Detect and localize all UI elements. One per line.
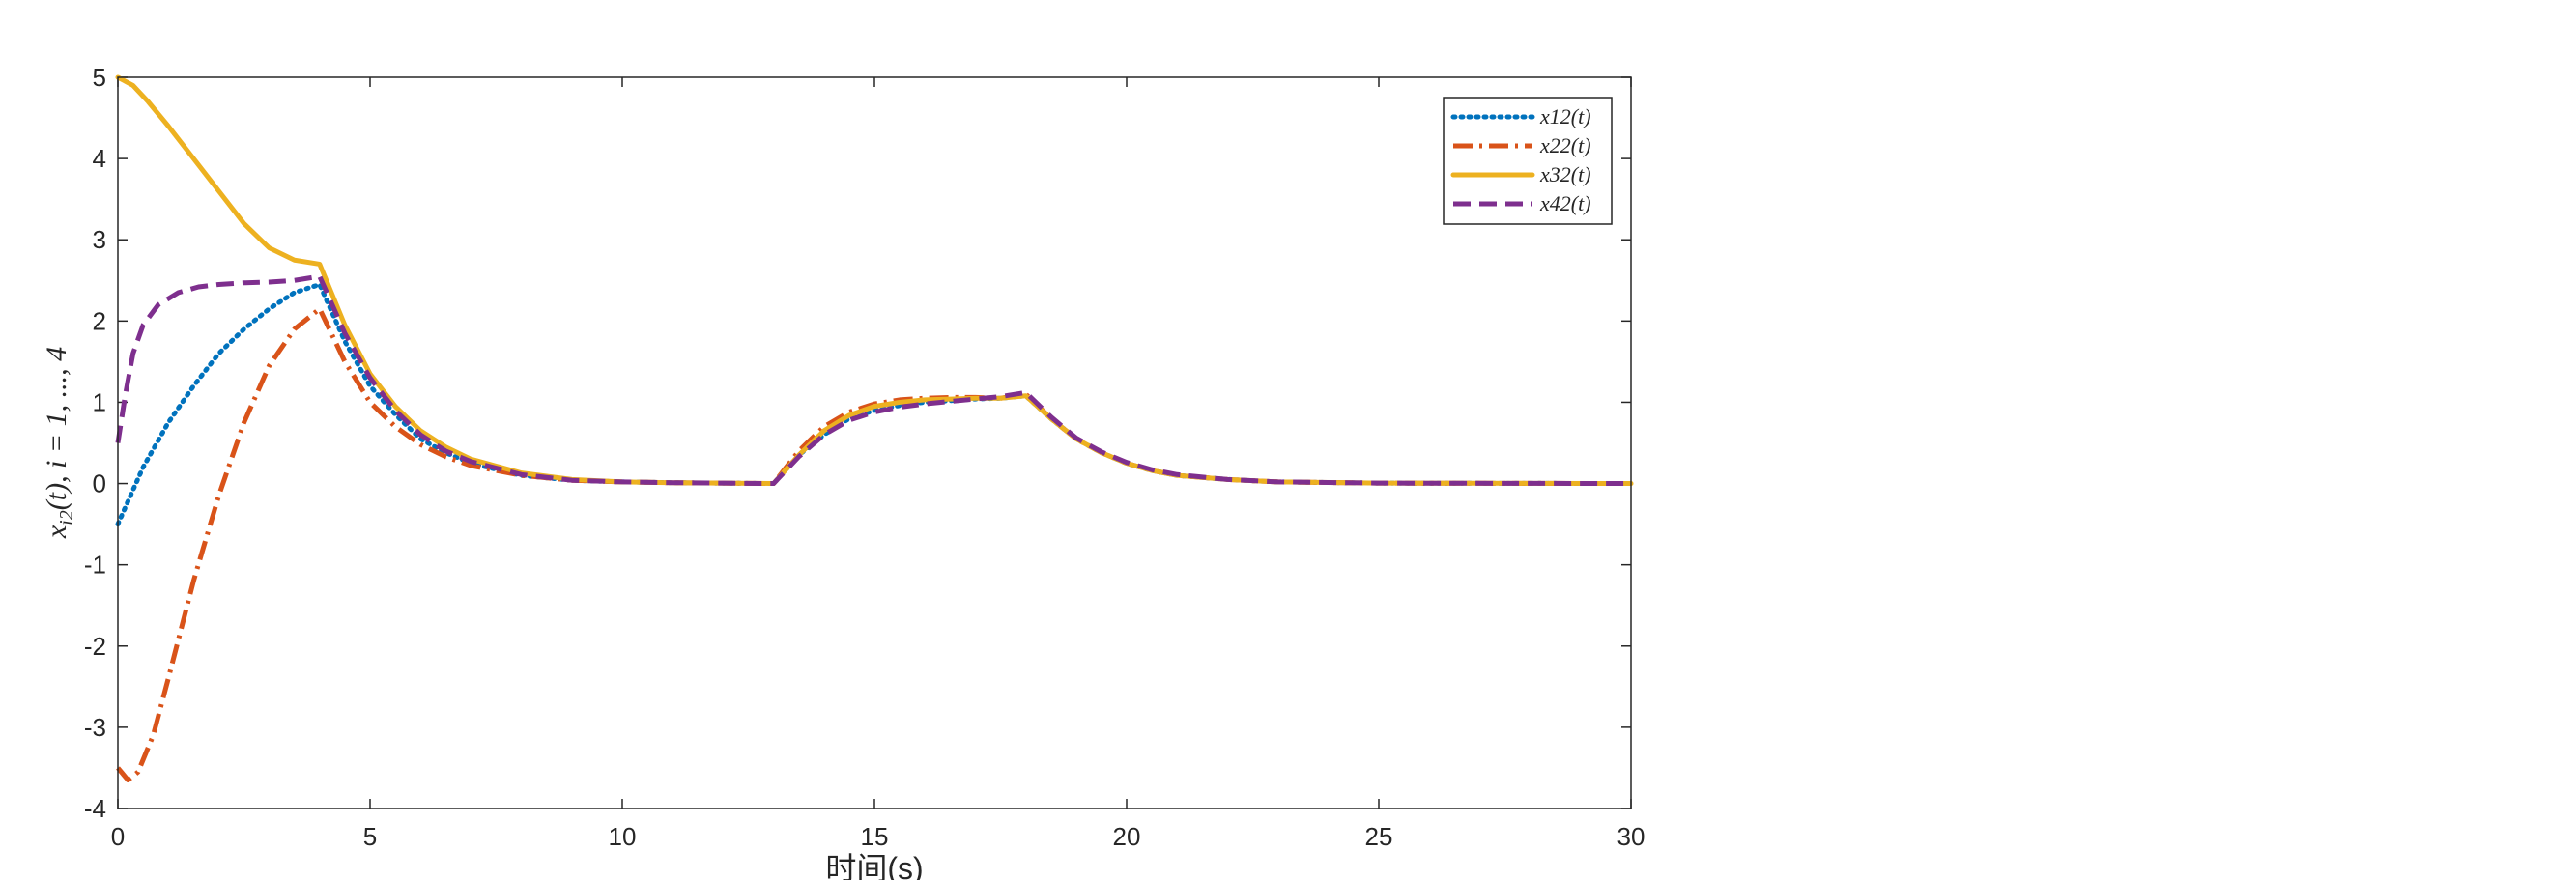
y-axis-title-subscript: i2 bbox=[56, 510, 77, 525]
series-layer bbox=[115, 74, 1634, 783]
legend: x12(t) x22(t) x32(t) x42(t) bbox=[1443, 97, 1613, 225]
legend-label-3: x32(t) bbox=[1539, 162, 1591, 186]
y-tick-label: -3 bbox=[84, 713, 106, 742]
plot-frame bbox=[117, 76, 1632, 809]
y-tick-label: 3 bbox=[93, 225, 106, 254]
x-axis-title: 时间(s) bbox=[825, 851, 923, 880]
series-line-4 bbox=[115, 273, 1632, 487]
y-tick-label: -1 bbox=[84, 551, 106, 580]
axis-ticks: 0 5 10 15 20 25 30 -4 -3 -2 -1 0 1 2 3 4 5 bbox=[84, 63, 1646, 851]
x-tick-label: 30 bbox=[1617, 822, 1646, 851]
y-tick-label: -2 bbox=[84, 632, 106, 661]
x-tick-label: 5 bbox=[363, 822, 377, 851]
plot-area bbox=[118, 77, 1631, 809]
y-axis-title: xi2(t), i = 1, ..., 4 bbox=[41, 347, 77, 539]
x-tick-label: 15 bbox=[861, 822, 889, 851]
y-tick-label: 4 bbox=[93, 144, 106, 173]
y-tick-label: 5 bbox=[93, 63, 106, 92]
x-tick-label: 0 bbox=[111, 822, 125, 851]
x-tick-label: 20 bbox=[1113, 822, 1141, 851]
legend-label-4: x42(t) bbox=[1539, 191, 1591, 215]
y-axis-title-var: x bbox=[41, 525, 72, 539]
y-tick-label: 2 bbox=[93, 306, 106, 335]
y-tick-label: 1 bbox=[93, 387, 106, 416]
y-tick-label: 0 bbox=[93, 469, 106, 498]
x-tick-label: 25 bbox=[1365, 822, 1393, 851]
y-axis-title-rest: (t), i = 1, ..., 4 bbox=[41, 347, 72, 510]
x-tick-label: 10 bbox=[609, 822, 637, 851]
y-axis-title-text: xi2(t), i = 1, ..., 4 bbox=[41, 347, 77, 539]
y-tick-label: -4 bbox=[84, 794, 106, 823]
legend-label-2: x22(t) bbox=[1539, 133, 1591, 157]
legend-label-1: x12(t) bbox=[1539, 104, 1591, 128]
